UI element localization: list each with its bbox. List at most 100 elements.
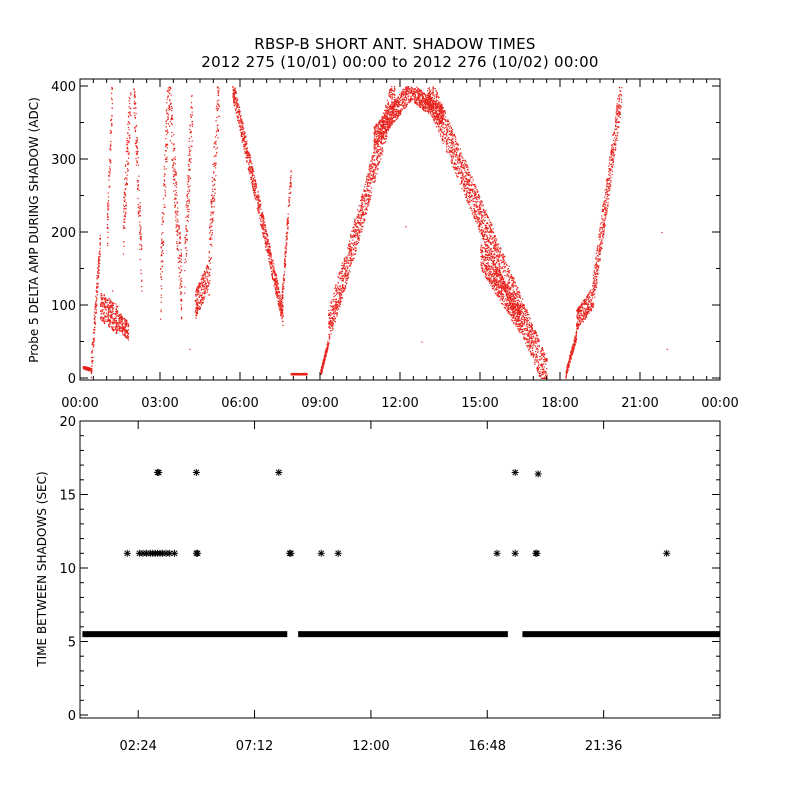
top-data-point [106, 216, 109, 218]
top-data-point [238, 119, 240, 121]
top-data-point [345, 260, 347, 262]
top-data-point [375, 167, 377, 170]
top-data-point [331, 323, 333, 325]
top-data-point [180, 304, 182, 306]
top-data-point [346, 273, 349, 276]
top-data-point [268, 258, 271, 260]
top-data-point [400, 113, 402, 115]
top-data-point [166, 144, 168, 146]
top-data-point [198, 282, 200, 284]
top-data-point [167, 116, 169, 118]
top-data-point [114, 326, 117, 328]
top-data-point [179, 232, 181, 234]
top-data-point [278, 304, 280, 306]
top-data-point [171, 124, 173, 126]
top-data-point [330, 317, 333, 319]
top-data-point [140, 272, 142, 275]
top-data-point [186, 215, 189, 217]
top-data-point [382, 149, 384, 151]
top-data-point [325, 349, 327, 352]
top-data-point [280, 314, 282, 316]
top-data-point [277, 287, 279, 289]
top-data-point [206, 266, 208, 268]
top-data-point [126, 168, 129, 170]
top-data-point [208, 283, 210, 285]
top-data-point [361, 195, 364, 197]
top-data-point [128, 116, 130, 118]
top-data-point [342, 279, 344, 281]
top-data-point [137, 180, 140, 182]
top-data-point [341, 279, 343, 281]
top-data-point [169, 89, 171, 91]
top-data-point [355, 230, 357, 233]
top-data-point [273, 267, 275, 270]
top-data-point [94, 316, 96, 318]
top-data-point [275, 289, 277, 291]
top-data-point [110, 144, 112, 147]
top-data-point [278, 288, 280, 291]
top-data-point [196, 311, 198, 314]
top-data-point [267, 234, 269, 236]
top-data-point [373, 150, 376, 152]
top-data-point [215, 148, 217, 150]
top-data-point [426, 99, 428, 102]
top-data-point [412, 93, 414, 96]
top-data-point [273, 266, 275, 268]
top-data-point [161, 278, 163, 281]
top-data-point [233, 98, 235, 100]
top-data-point [140, 244, 142, 246]
top-data-point [111, 115, 113, 117]
top-data-point [381, 124, 383, 126]
top-data-point [264, 239, 266, 241]
top-data-point [160, 276, 162, 278]
top-data-point [282, 286, 285, 288]
top-data-point [254, 189, 256, 191]
top-data-point [163, 166, 165, 168]
top-data-point [393, 110, 395, 112]
top-data-point [245, 143, 247, 146]
top-data-point [374, 133, 376, 135]
top-data-point [385, 138, 387, 140]
top-data-point [367, 173, 369, 175]
top-data-point [109, 169, 111, 171]
top-data-point [382, 122, 385, 124]
top-data-point [345, 272, 347, 274]
top-data-point [269, 248, 271, 251]
top-data-point [281, 288, 283, 290]
top-data-point [358, 215, 360, 217]
top-data-point [373, 141, 375, 143]
top-data-point [204, 288, 206, 290]
top-data-point [195, 300, 197, 302]
top-data-point [201, 297, 203, 299]
top-data-point [120, 329, 123, 332]
top-data-point [118, 327, 120, 329]
top-data-point [363, 189, 365, 191]
top-data-point [372, 170, 374, 172]
top-data-point [267, 248, 269, 250]
top-data-point [202, 274, 204, 276]
top-data-point [367, 179, 369, 181]
top-data-point [337, 306, 339, 308]
top-data-point [349, 233, 352, 236]
top-data-point [97, 267, 99, 269]
top-data-point [174, 198, 176, 200]
top-data-point [342, 287, 345, 289]
top-data-point [328, 335, 330, 338]
top-data-point [395, 111, 398, 113]
top-data-point [125, 330, 127, 332]
top-data-point [118, 329, 120, 332]
top-data-point [354, 246, 356, 248]
top-data-point [99, 263, 101, 265]
top-data-point [174, 163, 176, 165]
top-data-point [99, 255, 101, 257]
top-data-point [203, 278, 205, 280]
top-data-point [361, 193, 363, 195]
top-data-point [140, 233, 142, 235]
top-data-point [381, 127, 383, 129]
top-data-point [254, 183, 256, 185]
top-data-point [108, 297, 110, 300]
top-data-point [103, 298, 106, 300]
top-data-point [246, 156, 248, 158]
top-data-point [250, 160, 252, 162]
top-data-point [327, 342, 329, 344]
